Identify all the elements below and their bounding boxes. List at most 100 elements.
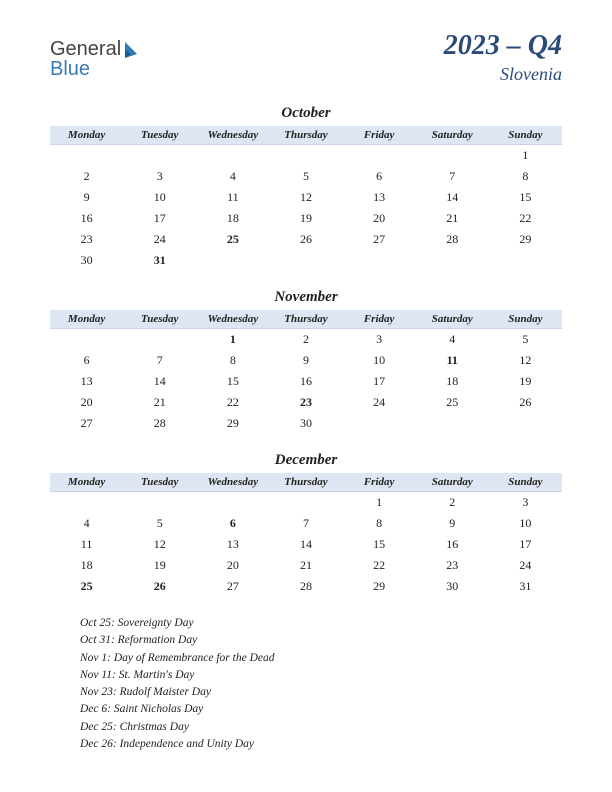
calendar-cell: 22 <box>196 392 269 413</box>
calendar-cell: 2 <box>50 166 123 187</box>
calendar-cell <box>50 145 123 167</box>
calendar-row: 18192021222324 <box>50 555 562 576</box>
calendar-cell: 30 <box>416 576 489 597</box>
calendar-cell: 13 <box>196 534 269 555</box>
holiday-note: Dec 26: Independence and Unity Day <box>80 736 562 753</box>
calendar-cell: 11 <box>196 187 269 208</box>
calendar-row: 23242526272829 <box>50 229 562 250</box>
day-header: Friday <box>343 310 416 329</box>
calendar-cell <box>269 492 342 514</box>
calendar-cell: 30 <box>50 250 123 271</box>
calendar-cell: 15 <box>343 534 416 555</box>
day-header: Monday <box>50 126 123 145</box>
calendar-cell: 2 <box>269 329 342 351</box>
calendar-cell <box>343 145 416 167</box>
calendar-cell: 26 <box>489 392 562 413</box>
calendar-cell: 18 <box>416 371 489 392</box>
calendar-cell: 12 <box>489 350 562 371</box>
calendar-cell: 11 <box>50 534 123 555</box>
calendar-cell: 24 <box>123 229 196 250</box>
sub-title: Slovenia <box>444 64 562 85</box>
calendar-cell <box>269 250 342 271</box>
month-block: OctoberMondayTuesdayWednesdayThursdayFri… <box>50 105 562 271</box>
calendar-row: 3031 <box>50 250 562 271</box>
calendar-cell: 18 <box>196 208 269 229</box>
calendar-cell <box>123 329 196 351</box>
calendar-cell <box>123 145 196 167</box>
calendar-cell: 22 <box>343 555 416 576</box>
calendar-cell: 19 <box>123 555 196 576</box>
day-header: Thursday <box>269 126 342 145</box>
calendar-cell: 26 <box>123 576 196 597</box>
calendar-cell <box>489 413 562 434</box>
month-name: December <box>50 452 562 469</box>
calendar-cell: 21 <box>416 208 489 229</box>
calendar-cell <box>196 492 269 514</box>
day-header: Tuesday <box>123 126 196 145</box>
calendar-row: 2345678 <box>50 166 562 187</box>
day-header: Friday <box>343 126 416 145</box>
calendar-cell: 7 <box>416 166 489 187</box>
calendar-cell: 6 <box>50 350 123 371</box>
calendar-row: 9101112131415 <box>50 187 562 208</box>
calendar-cell: 10 <box>343 350 416 371</box>
calendar-cell: 20 <box>343 208 416 229</box>
calendar-cell: 5 <box>489 329 562 351</box>
calendar-cell: 8 <box>196 350 269 371</box>
calendar-cell: 2 <box>416 492 489 514</box>
calendar-cell: 15 <box>489 187 562 208</box>
day-header: Wednesday <box>196 126 269 145</box>
calendar-cell: 27 <box>343 229 416 250</box>
calendar-cell: 20 <box>196 555 269 576</box>
calendar-cell: 10 <box>489 513 562 534</box>
calendar-cell: 6 <box>196 513 269 534</box>
calendar-row: 12345 <box>50 329 562 351</box>
calendar-cell: 19 <box>269 208 342 229</box>
calendar-cell: 14 <box>123 371 196 392</box>
calendar-cell: 12 <box>123 534 196 555</box>
calendar-cell: 5 <box>123 513 196 534</box>
calendar-cell: 13 <box>343 187 416 208</box>
calendar-cell: 15 <box>196 371 269 392</box>
calendar-cell: 29 <box>343 576 416 597</box>
calendar-row: 20212223242526 <box>50 392 562 413</box>
calendar-cell: 27 <box>50 413 123 434</box>
calendar-cell: 28 <box>123 413 196 434</box>
title-block: 2023 – Q4 Slovenia <box>444 30 562 85</box>
calendar-cell <box>123 492 196 514</box>
calendar-row: 25262728293031 <box>50 576 562 597</box>
calendar-cell: 17 <box>489 534 562 555</box>
day-header: Monday <box>50 473 123 492</box>
holiday-note: Oct 31: Reformation Day <box>80 632 562 649</box>
holiday-note: Nov 11: St. Martin's Day <box>80 667 562 684</box>
calendar-cell: 21 <box>269 555 342 576</box>
day-header: Saturday <box>416 473 489 492</box>
calendar-cell <box>489 250 562 271</box>
month-block: DecemberMondayTuesdayWednesdayThursdayFr… <box>50 452 562 597</box>
calendar-cell: 25 <box>416 392 489 413</box>
calendar-cell: 18 <box>50 555 123 576</box>
holiday-note: Nov 1: Day of Remembrance for the Dead <box>80 650 562 667</box>
calendar-cell <box>416 145 489 167</box>
calendar-cell: 29 <box>489 229 562 250</box>
calendar-cell: 22 <box>489 208 562 229</box>
calendar-cell <box>269 145 342 167</box>
calendar-cell: 17 <box>123 208 196 229</box>
calendar-cell: 1 <box>489 145 562 167</box>
calendar-cell: 28 <box>416 229 489 250</box>
month-block: NovemberMondayTuesdayWednesdayThursdayFr… <box>50 289 562 434</box>
calendar-cell <box>343 413 416 434</box>
logo-text-blue: Blue <box>50 58 90 81</box>
calendar-cell: 7 <box>269 513 342 534</box>
calendar-cell: 14 <box>416 187 489 208</box>
calendar-cell: 9 <box>50 187 123 208</box>
calendar-cell <box>50 329 123 351</box>
calendar-cell: 5 <box>269 166 342 187</box>
months-container: OctoberMondayTuesdayWednesdayThursdayFri… <box>50 105 562 597</box>
calendar-cell: 21 <box>123 392 196 413</box>
calendar-cell: 23 <box>50 229 123 250</box>
day-header: Thursday <box>269 473 342 492</box>
calendar-row: 6789101112 <box>50 350 562 371</box>
calendar-table: MondayTuesdayWednesdayThursdayFridaySatu… <box>50 126 562 271</box>
holiday-note: Dec 25: Christmas Day <box>80 719 562 736</box>
